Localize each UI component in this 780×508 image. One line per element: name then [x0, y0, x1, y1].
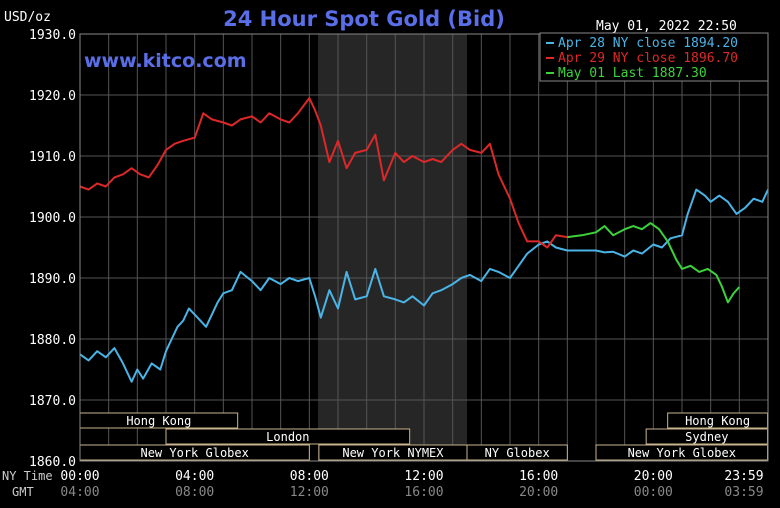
y-tick-label: 1900.0: [29, 211, 76, 226]
x-tick-label-ny: 16:00: [519, 469, 558, 484]
y-tick-label: 1890.0: [29, 272, 76, 287]
session-label: New York Globex: [140, 446, 248, 460]
series-line-apr29: [79, 97, 568, 249]
y-tick-label: 1880.0: [29, 333, 76, 348]
legend-frame: [539, 32, 769, 82]
session-boxes: Hong Kong Hong Kong London Sydney New York G…: [79, 412, 769, 461]
x-axis-ticks: 00:0004:0004:0008:0008:0012:0012:0016:00…: [60, 469, 763, 500]
session-label: Hong Kong: [126, 414, 191, 428]
plot-border: [79, 33, 769, 462]
session-box-frame: [466, 444, 568, 461]
x-tick-label-gmt: 20:00: [519, 485, 558, 500]
session-label: NY Globex: [485, 446, 550, 460]
session-box: Sydney: [645, 428, 769, 445]
y-tick-label: 1860.0: [29, 455, 76, 470]
ny-time-label: NY Time: [2, 469, 53, 483]
x-tick-label-ny: 00:00: [60, 469, 99, 484]
session-box: NY Globex: [466, 444, 568, 461]
session-label: Sydney: [685, 430, 728, 444]
session-box: New York Globex: [79, 444, 310, 461]
session-box: Hong Kong: [79, 412, 239, 429]
y-tick-label: 1920.0: [29, 89, 76, 104]
timestamp: May 01, 2022 22:50: [596, 19, 737, 34]
session-label: New York NYMEX: [342, 446, 444, 460]
x-tick-label-gmt: 12:00: [290, 485, 329, 500]
website-label: www.kitco.com: [84, 50, 247, 72]
x-tick-label-gmt: 16:00: [404, 485, 443, 500]
x-tick-label-gmt: 03:59: [724, 485, 763, 500]
x-tick-label-ny: 20:00: [634, 469, 673, 484]
session-box: New York Globex: [595, 444, 769, 461]
x-tick-label-gmt: 08:00: [175, 485, 214, 500]
grid-lines: [80, 33, 768, 462]
legend-entry-may01: May 01 Last 1887.30: [558, 66, 707, 81]
gmt-label: GMT: [12, 485, 34, 499]
chart-title: 24 Hour Spot Gold (Bid): [223, 7, 505, 31]
x-tick-label-ny: 23:59: [724, 469, 763, 484]
x-tick-label-ny: 04:00: [175, 469, 214, 484]
x-tick-label-gmt: 00:00: [634, 485, 673, 500]
session-box: New York NYMEX: [318, 444, 468, 461]
series-line-may01: [567, 222, 741, 304]
y-tick-label: 1910.0: [29, 150, 76, 165]
session-box: Hong Kong: [667, 412, 769, 429]
nymex-session-shade: [317, 34, 467, 461]
unit-label: USD/oz: [4, 10, 51, 25]
session-box-frame: [165, 428, 411, 445]
x-tick-label-gmt: 04:00: [60, 485, 99, 500]
y-tick-label: 1870.0: [29, 394, 76, 409]
session-box: London: [165, 428, 411, 445]
x-tick-label-ny: 12:00: [404, 469, 443, 484]
legend-entry-apr29: Apr 29 NY close 1896.70: [558, 51, 738, 66]
session-label: Hong Kong: [685, 414, 750, 428]
session-label: London: [266, 430, 309, 444]
x-tick-label-ny: 08:00: [290, 469, 329, 484]
session-label: New York Globex: [628, 446, 736, 460]
y-axis-ticks: 1860.0 1870.0 1880.0 1890.0 1900.0 1910.0 1920…: [29, 28, 76, 470]
series-line-apr28: [79, 188, 769, 383]
legend-entry-apr28: Apr 28 NY close 1894.20: [558, 36, 738, 51]
series-lines: [79, 97, 769, 383]
y-tick-label: 1930.0: [29, 28, 76, 43]
